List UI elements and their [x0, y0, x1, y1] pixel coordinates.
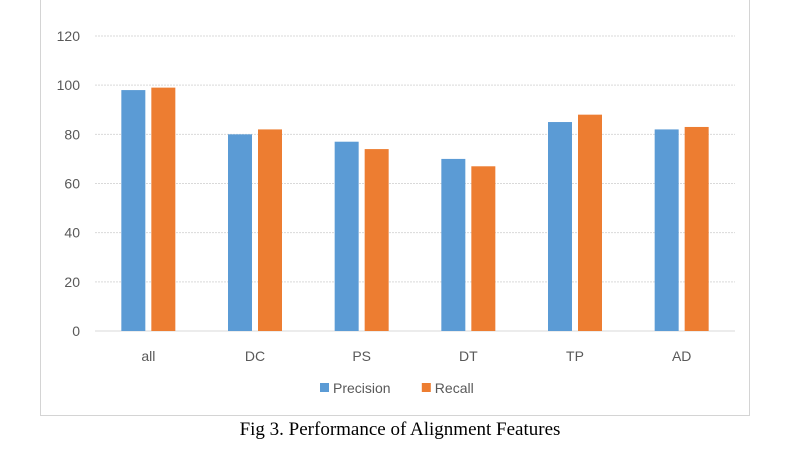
x-tick-label: all [141, 348, 155, 364]
bar-precision-all [121, 90, 146, 331]
bar-chart: 0 20 40 60 80 100 120 all DC PS DT TP AD Precision Rec… [57, 28, 735, 396]
legend-label-recall: Recall [435, 380, 474, 396]
bar-precision-dc [228, 134, 252, 331]
bar-recall-dt [471, 166, 496, 331]
y-tick-label: 60 [64, 176, 80, 192]
bar-recall-tp [578, 114, 602, 332]
x-tick-label: DT [459, 348, 478, 364]
y-tick-label: 120 [57, 28, 81, 44]
legend-swatch-recall [421, 383, 431, 392]
x-tick-label: DC [245, 348, 265, 364]
chart-frame [40, 0, 750, 416]
bar-recall-all [151, 87, 176, 331]
bar-precision-ad [654, 129, 679, 331]
legend-label-precision: Precision [333, 380, 391, 396]
bar-recall-dc [258, 129, 282, 331]
y-tick-label: 0 [72, 323, 80, 339]
y-tick-label: 20 [64, 274, 80, 290]
bar-precision-tp [548, 122, 572, 332]
bar-precision-dt [441, 158, 466, 331]
x-tick-label: PS [352, 348, 371, 364]
x-tick-label: AD [672, 348, 691, 364]
bar-recall-ad [684, 126, 709, 331]
bar-recall-ps [364, 149, 389, 331]
legend-swatch-precision [320, 383, 329, 392]
y-tick-label: 100 [57, 77, 81, 93]
bar-precision-ps [334, 141, 359, 331]
y-tick-label: 80 [64, 126, 80, 142]
figure-caption: Fig 3. Performance of Alignment Features [239, 419, 561, 440]
x-tick-label: TP [566, 348, 584, 364]
y-tick-label: 40 [64, 225, 80, 241]
